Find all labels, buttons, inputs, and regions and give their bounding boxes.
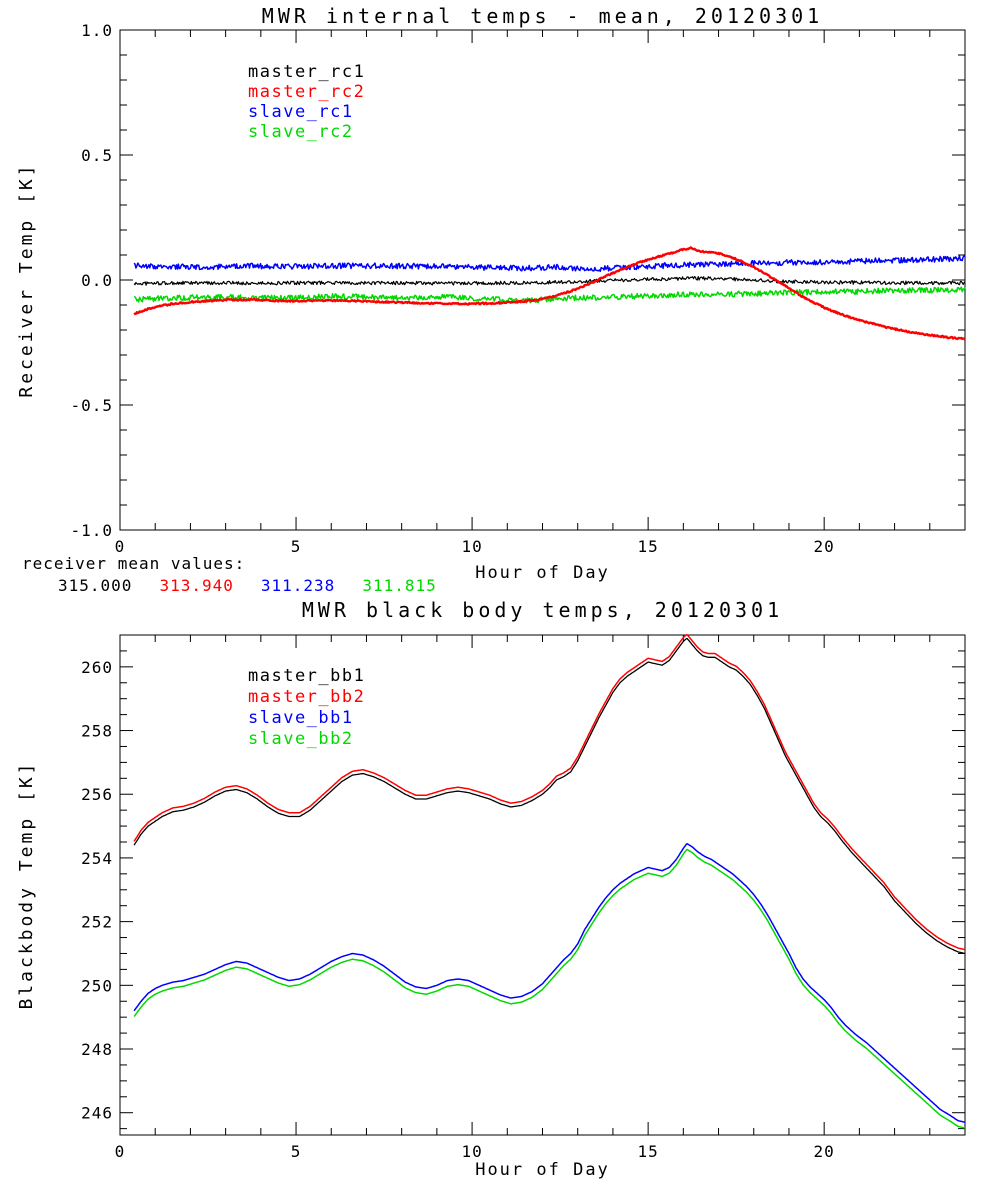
panel-0-xtick-20: 20 [814,537,835,556]
panel-1-ytick-258: 258 [81,722,113,741]
panel-1-xtick-10: 10 [461,1142,482,1161]
top-legend: master_rc1 master_rc2 slave_rc1 slave_rc… [248,62,365,142]
bottom-y-axis-label: Blackbody Temp [K] [16,760,37,1010]
panel-1-xtick-15: 15 [637,1142,658,1161]
panel-0-xtick-15: 15 [637,537,658,556]
bottom-legend: master_bb1 master_bb2 slave_bb1 slave_bb… [248,666,365,750]
top-x-axis-label: Hour of Day [475,563,610,583]
legend-item-slave-rc1: slave_rc1 [248,102,354,122]
legend-item-slave-bb1: slave_bb1 [248,708,354,728]
legend-item-master-bb2: master_bb2 [248,687,366,707]
panel-0-xtick-10: 10 [461,537,482,556]
panel-0-ytick-0.0: 0.0 [81,271,113,290]
legend-item-master-bb1: master_bb1 [248,666,366,686]
legend-item-slave-bb2: slave_bb2 [248,729,354,749]
series-slave_rc1 [133,255,966,273]
mean-master-rc2: 313.940 [159,576,234,595]
panel-0-ytick-1.0: 1.0 [81,21,113,40]
panel-0-xtick-5: 5 [291,537,302,556]
panel-1-ytick-252: 252 [81,913,113,932]
bottom-panel-title: MWR black body temps, 20120301 [301,598,784,622]
top-panel-title: MWR internal temps - mean, 20120301 [261,4,824,28]
legend-item-master-rc1: master_rc1 [248,62,366,82]
panel-1-ytick-246: 246 [81,1104,113,1123]
legend-item-slave-rc2: slave_rc2 [248,122,354,142]
panel-1-ytick-250: 250 [81,976,113,995]
series-master_rc2 [133,246,966,341]
panel-1-ytick-256: 256 [81,785,113,804]
panel-1-ytick-260: 260 [81,658,113,677]
series-slave_bb1 [133,842,966,1124]
mean-slave-rc1: 311.238 [260,576,336,595]
panel-0-ytick-0.5: 0.5 [81,146,113,165]
series-master_rc1 [133,276,966,286]
receiver-mean-values-label: receiver mean values: [22,554,246,573]
receiver-mean-values-row: 315.000 313.940 311.238 311.815 [58,576,437,595]
mean-master-rc1: 315.000 [58,576,133,595]
panel-1-ytick-248: 248 [81,1040,113,1059]
bottom-x-axis-label: Hour of Day [475,1160,610,1180]
series-slave_bb2 [133,848,966,1129]
panel-0-ytick--0.5: -0.5 [70,396,113,415]
panel-0-frame [119,29,966,531]
top-y-axis-label: Receiver Temp [K] [16,162,37,398]
panel-1-ytick-254: 254 [81,849,113,868]
panel-0-ytick--1.0: -1.0 [70,521,113,540]
series-master_bb2 [133,634,966,951]
series-master_bb1 [133,637,966,955]
panel-1-xtick-0: 0 [115,1142,126,1161]
legend-item-master-rc2: master_rc2 [248,82,366,102]
panel-1-frame [119,634,966,1136]
panel-0-xtick-0: 0 [115,537,126,556]
panel-1-xtick-5: 5 [291,1142,302,1161]
panel-1-xtick-20: 20 [814,1142,835,1161]
mean-slave-rc2: 311.815 [362,576,437,595]
